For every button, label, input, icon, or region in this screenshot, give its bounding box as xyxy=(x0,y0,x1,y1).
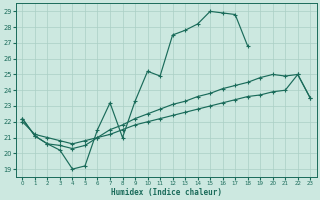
X-axis label: Humidex (Indice chaleur): Humidex (Indice chaleur) xyxy=(111,188,222,197)
